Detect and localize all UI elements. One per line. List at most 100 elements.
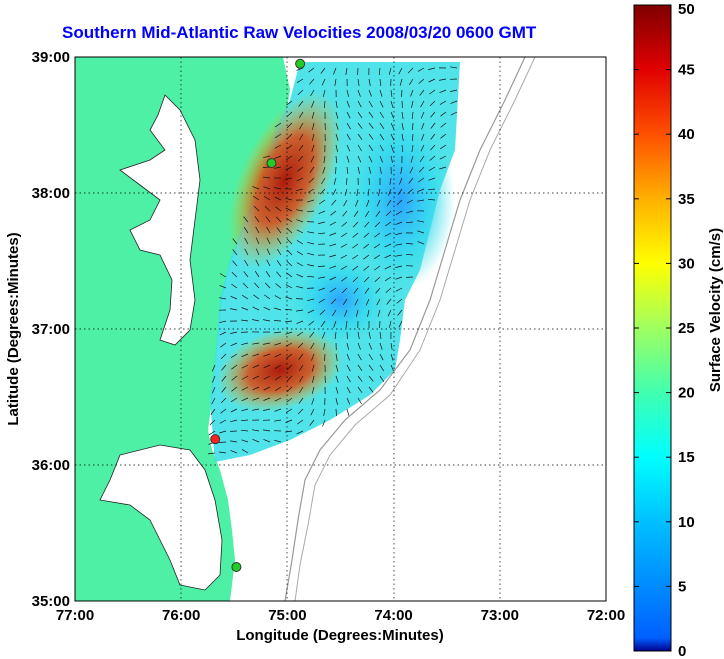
velocity-arrow bbox=[333, 177, 337, 185]
velocity-arrow bbox=[252, 438, 260, 443]
velocity-arrow bbox=[357, 375, 363, 382]
velocity-arrow bbox=[220, 353, 227, 360]
velocity-arrow bbox=[241, 364, 249, 369]
velocity-arrow bbox=[243, 226, 249, 234]
velocity-arrow bbox=[355, 309, 359, 317]
velocity-arrow bbox=[318, 221, 326, 224]
velocity-arrow bbox=[379, 78, 382, 87]
velocity-arrow bbox=[208, 430, 216, 436]
y-tick-label: 35:00 bbox=[32, 593, 70, 610]
velocity-arrow bbox=[329, 276, 337, 281]
velocity-arrow bbox=[220, 408, 227, 414]
velocity-arrow bbox=[357, 122, 363, 129]
colorbar-ticks: 0 5 10 15 20 25 30 35 40 45 50 bbox=[634, 1, 695, 659]
velocity-arrow bbox=[357, 386, 363, 393]
velocity-arrow bbox=[311, 100, 315, 108]
velocity-arrow bbox=[263, 176, 271, 179]
velocity-arrow bbox=[390, 155, 393, 163]
velocity-arrow bbox=[374, 276, 381, 282]
velocity-arrow bbox=[296, 309, 304, 312]
velocity-arrow bbox=[399, 177, 403, 185]
velocity-arrow bbox=[410, 155, 414, 163]
velocity-arrow bbox=[322, 419, 326, 427]
velocity-arrow bbox=[263, 155, 271, 159]
velocity-arrow bbox=[368, 78, 371, 86]
velocity-arrow bbox=[352, 232, 359, 238]
velocity-arrow bbox=[420, 100, 425, 108]
velocity-arrow bbox=[373, 254, 381, 260]
velocity-arrow bbox=[319, 188, 326, 195]
velocity-arrow bbox=[219, 297, 227, 300]
colorbar-tick-label: 15 bbox=[678, 449, 695, 466]
velocity-arrow bbox=[286, 397, 293, 403]
velocity-arrow bbox=[263, 306, 271, 311]
velocity-arrow bbox=[405, 253, 414, 256]
velocity-arrow bbox=[357, 166, 361, 174]
velocity-arrow bbox=[296, 219, 304, 223]
velocity-arrow bbox=[401, 133, 404, 141]
velocity-arrow bbox=[220, 397, 227, 404]
velocity-arrow bbox=[397, 309, 403, 316]
velocity-arrow bbox=[266, 226, 271, 234]
velocity-arrow bbox=[252, 375, 260, 380]
velocity-arrow bbox=[346, 331, 348, 340]
velocity-arrow bbox=[254, 282, 260, 289]
velocity-arrow bbox=[243, 216, 249, 223]
velocity-arrow bbox=[210, 408, 216, 415]
velocity-arrow bbox=[342, 210, 348, 217]
velocity-arrow bbox=[357, 364, 363, 371]
velocity-arrow bbox=[307, 264, 315, 267]
velocity-arrow bbox=[230, 440, 238, 443]
velocity-arrow bbox=[221, 375, 227, 382]
velocity-arrow bbox=[346, 375, 351, 383]
velocity-arrow bbox=[307, 298, 315, 302]
velocity-arrow bbox=[388, 188, 392, 196]
velocity-arrow bbox=[397, 188, 403, 195]
velocity-arrow bbox=[357, 111, 363, 118]
velocity-arrow bbox=[298, 353, 304, 360]
velocity-arrow bbox=[252, 397, 260, 401]
velocity-arrow bbox=[274, 408, 282, 412]
velocity-arrow bbox=[308, 320, 315, 326]
map-grid bbox=[75, 57, 606, 601]
velocity-arrow bbox=[410, 89, 414, 97]
velocity-arrow bbox=[219, 320, 227, 324]
velocity-arrow bbox=[243, 271, 249, 278]
velocity-arrow bbox=[263, 342, 271, 345]
velocity-arrow bbox=[285, 197, 293, 201]
velocity-arrow bbox=[231, 375, 238, 381]
velocity-arrow bbox=[299, 133, 304, 141]
map-title: Southern Mid-Atlantic Raw Velocities 200… bbox=[62, 23, 537, 42]
velocity-arrow bbox=[357, 133, 363, 140]
velocity-arrow bbox=[428, 67, 436, 70]
radar-station-marker bbox=[266, 158, 277, 169]
velocity-arrow bbox=[421, 133, 425, 141]
velocity-arrow bbox=[384, 232, 392, 237]
velocity-arrow bbox=[266, 259, 271, 267]
velocity-arrow bbox=[384, 265, 392, 270]
velocity-arrow bbox=[388, 67, 392, 75]
velocity-arrow bbox=[407, 67, 414, 74]
x-axis-ticks: 77:00 76:00 75:00 74:00 73:00 72:00 bbox=[56, 607, 625, 624]
velocity-arrow bbox=[309, 78, 315, 85]
velocity-arrow bbox=[346, 166, 349, 174]
velocity-arrow bbox=[419, 155, 425, 162]
velocity-arrow bbox=[299, 364, 304, 372]
velocity-arrow bbox=[252, 306, 260, 311]
velocity-arrow bbox=[333, 320, 337, 328]
velocity-arrow bbox=[274, 133, 282, 139]
colorbar-tick-label: 0 bbox=[678, 643, 686, 659]
velocity-arrow bbox=[310, 155, 315, 163]
velocity-arrow bbox=[395, 243, 403, 246]
velocity-arrow bbox=[230, 397, 238, 403]
velocity-arrow bbox=[367, 188, 370, 196]
velocity-arrow bbox=[310, 408, 315, 416]
cool-core-mid bbox=[290, 255, 390, 345]
velocity-arrow bbox=[241, 397, 249, 402]
velocity-arrow bbox=[396, 298, 403, 304]
velocity-arrow bbox=[395, 210, 403, 215]
velocity-arrow bbox=[340, 243, 348, 248]
velocity-arrow bbox=[286, 133, 293, 140]
velocity-arrow bbox=[387, 309, 392, 317]
velocity-arrow bbox=[230, 450, 238, 454]
